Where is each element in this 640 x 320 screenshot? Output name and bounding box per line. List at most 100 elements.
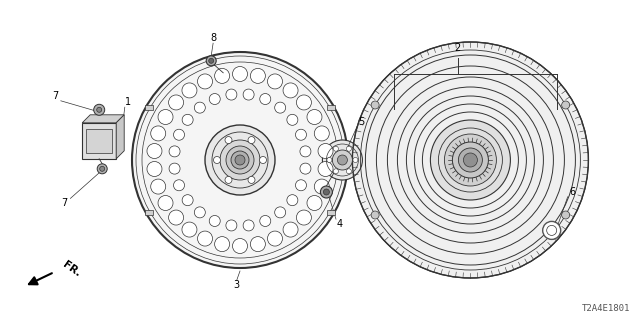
- Bar: [86, 129, 112, 153]
- Circle shape: [209, 93, 220, 105]
- Circle shape: [300, 163, 311, 174]
- Circle shape: [543, 221, 561, 239]
- Circle shape: [198, 74, 212, 89]
- Circle shape: [547, 225, 557, 236]
- Circle shape: [248, 176, 255, 183]
- Text: 2: 2: [454, 43, 461, 53]
- Circle shape: [150, 179, 166, 194]
- Circle shape: [214, 68, 230, 84]
- Circle shape: [283, 222, 298, 237]
- Circle shape: [452, 142, 488, 178]
- Circle shape: [248, 137, 255, 144]
- Circle shape: [250, 68, 266, 84]
- Circle shape: [182, 222, 197, 237]
- Circle shape: [562, 101, 570, 109]
- Circle shape: [268, 231, 282, 246]
- Circle shape: [158, 196, 173, 211]
- Circle shape: [205, 125, 275, 195]
- Circle shape: [321, 186, 332, 198]
- Circle shape: [93, 104, 105, 115]
- Circle shape: [327, 157, 332, 163]
- Circle shape: [168, 210, 184, 225]
- Circle shape: [458, 148, 483, 172]
- Circle shape: [182, 114, 193, 125]
- Circle shape: [231, 151, 249, 169]
- Circle shape: [225, 137, 232, 144]
- Circle shape: [195, 102, 205, 113]
- Circle shape: [268, 74, 282, 89]
- Circle shape: [195, 207, 205, 218]
- Circle shape: [209, 215, 220, 227]
- Circle shape: [275, 207, 285, 218]
- Circle shape: [296, 95, 312, 110]
- Circle shape: [243, 220, 254, 231]
- Bar: [145, 105, 153, 110]
- Circle shape: [260, 93, 271, 105]
- Text: 8: 8: [210, 33, 216, 44]
- Circle shape: [333, 146, 339, 151]
- Text: 5: 5: [358, 116, 365, 127]
- Text: T2A4E1801: T2A4E1801: [582, 304, 630, 313]
- Circle shape: [346, 146, 351, 151]
- Circle shape: [287, 195, 298, 206]
- Circle shape: [314, 179, 330, 194]
- Circle shape: [287, 114, 298, 125]
- Circle shape: [147, 143, 162, 158]
- Circle shape: [562, 211, 570, 219]
- Circle shape: [371, 101, 379, 109]
- Polygon shape: [82, 115, 124, 123]
- Circle shape: [214, 236, 230, 252]
- Circle shape: [332, 150, 353, 170]
- Text: 4: 4: [336, 219, 342, 229]
- Circle shape: [173, 129, 184, 140]
- Circle shape: [232, 67, 248, 82]
- Circle shape: [232, 238, 248, 253]
- Text: 3: 3: [234, 280, 240, 290]
- Circle shape: [275, 102, 285, 113]
- Circle shape: [198, 231, 212, 246]
- Circle shape: [100, 166, 105, 171]
- Circle shape: [220, 140, 260, 180]
- Circle shape: [296, 210, 312, 225]
- Circle shape: [346, 169, 351, 174]
- Polygon shape: [116, 115, 124, 159]
- Bar: [327, 210, 335, 215]
- Circle shape: [296, 180, 307, 191]
- Bar: [82, 123, 116, 159]
- Circle shape: [318, 143, 333, 158]
- Circle shape: [430, 120, 511, 200]
- Circle shape: [225, 176, 232, 183]
- Circle shape: [226, 146, 254, 174]
- Circle shape: [463, 153, 477, 167]
- Circle shape: [259, 156, 266, 164]
- Circle shape: [307, 196, 322, 211]
- Circle shape: [333, 169, 339, 174]
- Circle shape: [353, 157, 358, 163]
- Circle shape: [296, 129, 307, 140]
- Circle shape: [371, 211, 379, 219]
- Circle shape: [132, 52, 348, 268]
- Circle shape: [169, 146, 180, 157]
- Circle shape: [444, 134, 497, 186]
- Circle shape: [226, 220, 237, 231]
- Circle shape: [226, 89, 237, 100]
- Circle shape: [97, 107, 102, 112]
- Circle shape: [260, 215, 271, 227]
- Circle shape: [235, 155, 245, 165]
- Circle shape: [150, 126, 166, 141]
- Circle shape: [158, 109, 173, 124]
- Text: 6: 6: [570, 187, 576, 197]
- Circle shape: [97, 164, 108, 174]
- Circle shape: [283, 83, 298, 98]
- Text: 7: 7: [52, 91, 58, 101]
- Circle shape: [214, 156, 221, 164]
- Circle shape: [206, 56, 216, 66]
- Text: 1: 1: [125, 97, 131, 108]
- Circle shape: [147, 162, 162, 177]
- Circle shape: [173, 180, 184, 191]
- Circle shape: [337, 155, 348, 165]
- Circle shape: [307, 109, 322, 124]
- Circle shape: [182, 83, 197, 98]
- Text: 7: 7: [61, 198, 67, 208]
- Circle shape: [168, 95, 184, 110]
